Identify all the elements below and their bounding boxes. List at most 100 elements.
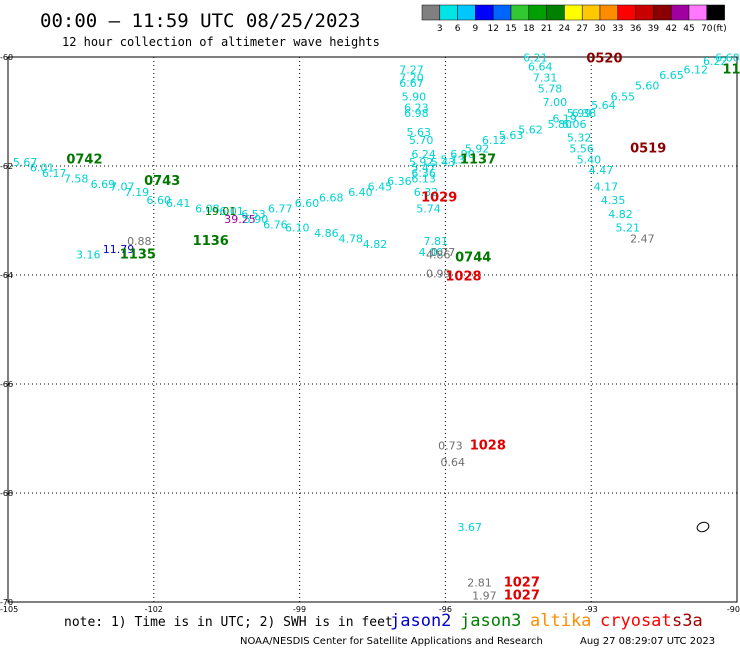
- mission-legend: jason2 jason3 altika cryosat s3a: [390, 611, 703, 631]
- footer-timestamp: Aug 27 08:29:07 UTC 2023: [580, 636, 715, 647]
- longitude-tick-label: -105: [0, 605, 18, 614]
- wave-height-label: 5.80: [547, 118, 572, 131]
- map-title: 00:00 – 11:59 UTC 08/25/2023: [40, 10, 360, 32]
- latitude-tick-label: -66: [0, 380, 13, 389]
- legend-label: 9: [473, 24, 479, 34]
- legend-swatch: [546, 4, 565, 21]
- wave-height-observations: 7.277.206.675.906.236.985.635.706.245.92…: [13, 51, 740, 602]
- wave-height-label: 4.78: [338, 232, 363, 245]
- wave-height-label: 4.47: [589, 164, 614, 177]
- pass-time-label: 1135: [120, 248, 156, 263]
- pass-time-label: 1137: [460, 152, 496, 167]
- wave-height-label: 2.81: [467, 577, 492, 590]
- legend-swatch: [581, 4, 601, 21]
- legend-swatch: [688, 4, 708, 21]
- mission-label: jason2: [390, 611, 451, 631]
- pass-time-label: 0743: [144, 174, 180, 189]
- wave-height-label: 7.19: [125, 186, 150, 199]
- wave-height-label: 6.38: [572, 107, 597, 120]
- wave-height-label: 7.31: [533, 72, 558, 85]
- legend-swatch: [492, 4, 512, 21]
- longitude-labels: -105 -102 -99 -96 -93 -90: [0, 605, 740, 614]
- pass-time-label: 0520: [586, 51, 622, 66]
- wave-height-label: 5.74: [416, 202, 441, 215]
- wave-height-label: 5.40: [577, 153, 602, 166]
- wave-height-label: 6.60: [715, 51, 740, 64]
- footer-note: note: 1) Time is in UTC; 2) SWH is in fe…: [64, 615, 393, 630]
- pass-time-label: 0744: [455, 250, 491, 265]
- wave-height-label: 6.36: [387, 175, 412, 188]
- legend-label: 21: [541, 24, 552, 34]
- longitude-tick-label: -93: [585, 605, 598, 614]
- wave-height-label: 6.24: [411, 148, 436, 161]
- wave-height-label: 5.78: [538, 82, 563, 95]
- legend-label: 6: [455, 24, 461, 34]
- wave-height-label: 6.06: [562, 118, 587, 131]
- legend-label: 27: [576, 24, 587, 34]
- wave-height-label: 39.25: [224, 213, 256, 226]
- wave-height-label: 4.82: [363, 238, 388, 251]
- wave-height-label: 4.86: [426, 249, 451, 262]
- wave-height-label: 6.68: [319, 191, 344, 204]
- wave-height-label: 4.00: [419, 246, 444, 259]
- footer-credit: NOAA/NESDIS Center for Satellite Applica…: [240, 636, 543, 647]
- wave-height-label: 7.27: [399, 63, 424, 76]
- legend-label: 30: [594, 24, 606, 34]
- legend-label: 39: [648, 24, 660, 34]
- legend-swatch: [635, 4, 654, 21]
- wave-height-label: 6.98: [404, 107, 429, 120]
- wave-height-label: 5.60: [635, 80, 660, 93]
- wave-height-label: 5.90: [244, 213, 269, 226]
- legend-label: 70: [701, 24, 713, 34]
- wave-height-label: 7.00: [543, 96, 568, 109]
- wave-height-label: 5.32: [567, 131, 592, 144]
- wave-height-label: 6.23: [404, 102, 429, 115]
- pass-time-label: 1029: [421, 190, 457, 205]
- legend-label: 45: [683, 24, 694, 34]
- pass-time-label: 1028: [445, 269, 481, 284]
- wave-height-label: 5.90: [402, 91, 427, 104]
- wave-height-label: 6.21: [523, 51, 548, 64]
- pass-time-label: 1027: [504, 588, 540, 603]
- legend-swatch: [457, 4, 476, 21]
- graticule: [8, 57, 737, 602]
- wave-height-label: 5.43: [431, 156, 456, 169]
- wave-height-label: 6.69: [91, 178, 116, 191]
- wave-height-label: 4.82: [608, 208, 633, 221]
- wave-height-label: 7.58: [64, 172, 89, 185]
- wave-height-label: 6.10: [285, 221, 310, 234]
- legend-label: 3: [437, 24, 443, 34]
- map-subtitle: 12 hour collection of altimeter wave hei…: [62, 35, 380, 49]
- legend-swatch: [510, 4, 530, 21]
- wave-height-label: 6.19: [552, 112, 577, 125]
- wave-height-label: 6.45: [368, 181, 393, 194]
- wave-height-label: 3.16: [76, 249, 101, 262]
- longitude-tick-label: -102: [145, 605, 163, 614]
- wave-height-label: 5.47: [411, 161, 436, 174]
- wave-height-label: 6.65: [659, 69, 684, 82]
- mission-label: cryosat: [600, 611, 672, 631]
- wave-height-label: 6.12: [684, 63, 709, 76]
- wave-height-label: 6.32: [414, 186, 439, 199]
- legend-swatch: [564, 4, 583, 21]
- latitude-labels: -60 -62 -64 -66 -68 -70: [0, 53, 13, 607]
- wave-height-label: 0.99: [426, 268, 451, 281]
- wave-height-label: 5.63: [407, 126, 432, 139]
- wave-height-label: 1.97: [472, 589, 497, 602]
- wave-height-label: 6.17: [42, 167, 67, 180]
- pass-time-label: 0519: [630, 141, 666, 156]
- wave-height-label: 2.47: [630, 232, 655, 245]
- legend-label: 42: [665, 24, 676, 34]
- wave-height-label: 6.60: [147, 194, 172, 207]
- latitude-tick-label: -68: [0, 489, 13, 498]
- mission-label: jason3: [460, 611, 521, 631]
- legend-swatch: [599, 4, 619, 21]
- wave-height-label: 6.13: [411, 172, 436, 185]
- wave-height-label: 5.92: [465, 142, 490, 155]
- legend-swatch: [617, 4, 636, 21]
- wave-height-label: 6.41: [166, 197, 191, 210]
- wave-height-label: 6.77: [268, 202, 293, 215]
- legend-label: 12: [487, 24, 498, 34]
